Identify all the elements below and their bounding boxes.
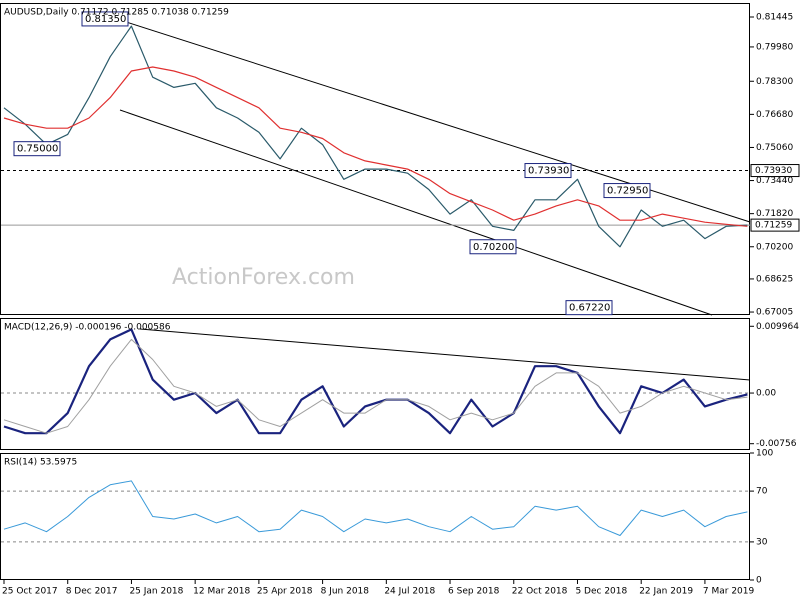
annotation-box	[565, 300, 613, 316]
y-tick-label: 0.79980	[756, 42, 793, 52]
annotation-box	[81, 11, 129, 27]
y-tick-label: 0.00	[756, 389, 776, 399]
series-line	[3, 338, 748, 434]
panel-title: MACD(12,26,9) -0.000196 -0.000586	[4, 323, 171, 333]
y-tick-label: 70	[756, 487, 768, 497]
y-tick-label: 30	[756, 537, 768, 547]
macd-trend-line	[139, 328, 751, 381]
macd-panel	[0, 318, 750, 450]
rsi-panel	[0, 453, 750, 580]
x-tick-label: 8 Dec 2017	[66, 587, 118, 597]
annotation-label: 0.75000	[17, 144, 58, 155]
x-tick-label: 22 Jan 2019	[639, 587, 693, 597]
price-label-box	[750, 164, 800, 178]
x-tick-label: 25 Oct 2017	[2, 587, 58, 597]
annotation-label: 0.81350	[85, 14, 126, 25]
y-tick-label: 0.76680	[756, 110, 793, 120]
price-panel	[0, 3, 750, 315]
y-tick-label: 0.009964	[756, 322, 799, 332]
watermark: ActionForex.com	[172, 265, 355, 290]
y-tick-label: 0	[756, 576, 762, 586]
price-label-box	[750, 218, 800, 232]
annotation-label: 0.70200	[473, 242, 514, 253]
annotation-box	[524, 163, 572, 179]
x-tick-label: 5 Dec 2018	[575, 587, 627, 597]
x-tick-label: 25 Jan 2018	[129, 587, 183, 597]
y-tick-label: 0.68625	[756, 274, 793, 284]
x-tick-label: 6 Sep 2018	[448, 587, 500, 597]
annotation-label: 0.72950	[607, 186, 648, 197]
series-line	[3, 25, 748, 248]
series-line	[3, 480, 748, 536]
series-line	[3, 328, 748, 435]
y-tick-label: 0.67005	[756, 308, 793, 318]
x-tick-label: 12 Mar 2018	[193, 587, 250, 597]
series-line	[3, 66, 748, 227]
price-label: 0.73930	[755, 166, 792, 176]
x-tick-label: 7 Mar 2019	[703, 587, 755, 597]
y-tick-label: -0.00756	[756, 439, 797, 449]
annotation-box	[469, 239, 517, 255]
annotation-box	[603, 183, 651, 199]
y-tick-label: 0.73440	[756, 176, 793, 186]
y-tick-label: 0.71820	[756, 209, 793, 219]
price-label: 0.71259	[755, 221, 792, 231]
x-tick-label: 22 Oct 2018	[512, 587, 568, 597]
annotation-box	[13, 141, 61, 157]
y-tick-label: 0.70200	[756, 242, 793, 252]
y-tick-label: 0.75060	[756, 143, 793, 153]
x-tick-label: 25 Apr 2018	[257, 587, 313, 597]
y-tick-label: 100	[756, 449, 773, 459]
annotation-label: 0.73930	[528, 166, 569, 177]
annotation-label: 0.67220	[569, 303, 610, 314]
panel-title: AUDUSD,Daily 0.71172 0.71285 0.71038 0.7…	[4, 8, 229, 18]
y-tick-label: 0.78300	[756, 77, 793, 87]
x-tick-label: 24 Jul 2018	[384, 587, 435, 597]
panel-title: RSI(14) 53.5975	[4, 458, 77, 468]
x-tick-label: 8 Jun 2018	[321, 587, 370, 597]
channel-line	[119, 109, 713, 316]
y-tick-label: 0.81445	[756, 12, 793, 22]
